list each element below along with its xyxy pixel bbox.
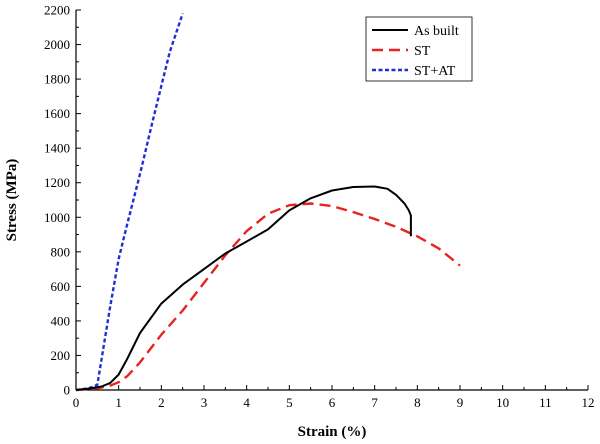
legend-label: ST — [414, 44, 431, 59]
y-tick-label: 200 — [51, 348, 71, 363]
x-tick-label: 4 — [243, 395, 250, 410]
legend: As built ST ST+AT — [365, 16, 473, 82]
legend-box — [365, 16, 473, 82]
x-tick-label: 5 — [286, 395, 293, 410]
y-tick-label: 800 — [51, 244, 71, 259]
x-tick-label: 2 — [158, 395, 165, 410]
y-tick-label: 1200 — [44, 175, 70, 190]
y-tick-label: 1800 — [44, 72, 70, 87]
y-tick-label: 2200 — [44, 3, 70, 18]
x-tick-label: 10 — [496, 395, 509, 410]
y-tick-label: 600 — [51, 279, 71, 294]
x-tick-label: 9 — [457, 395, 464, 410]
y-tick-label: 0 — [64, 383, 71, 398]
y-tick-label: 2000 — [44, 37, 70, 52]
x-tick-label: 6 — [329, 395, 336, 410]
series-line-st-at — [75, 13, 184, 392]
series-line-as-built — [75, 185, 412, 391]
x-tick-label: 3 — [201, 395, 208, 410]
y-axis-ticks: 0 200 400 600 800 1000 1200 1400 1600 1800 2000 220… — [44, 3, 81, 398]
x-tick-label: 0 — [73, 395, 80, 410]
legend-label: As built — [414, 24, 459, 39]
legend-items: As built ST ST+AT — [372, 24, 459, 79]
y-tick-label: 1000 — [44, 210, 70, 225]
series-layer — [75, 13, 461, 392]
y-axis-title: Stress (MPa) — [4, 159, 20, 242]
x-tick-label: 8 — [414, 395, 421, 410]
series-line-st — [75, 202, 461, 392]
x-axis-title: Strain (%) — [298, 424, 367, 440]
x-axis-ticks: 0 1 2 3 4 5 6 7 8 9 10 11 12 — [73, 385, 595, 410]
y-tick-label: 400 — [51, 313, 71, 328]
x-tick-label: 1 — [115, 395, 122, 410]
legend-label: ST+AT — [414, 64, 456, 79]
x-tick-label: 7 — [371, 395, 378, 410]
y-tick-label: 1600 — [44, 106, 70, 121]
x-tick-label: 12 — [582, 395, 595, 410]
x-tick-label: 11 — [539, 395, 552, 410]
y-tick-label: 1400 — [44, 141, 70, 156]
